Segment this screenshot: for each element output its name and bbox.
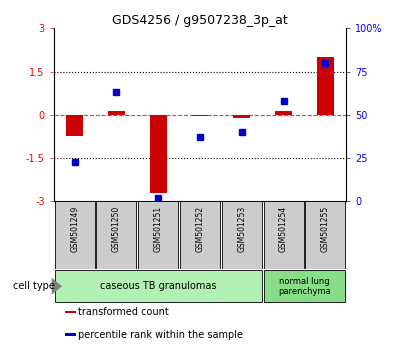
Bar xyxy=(65,333,76,336)
Bar xyxy=(317,57,334,115)
Text: GSM501254: GSM501254 xyxy=(279,206,288,252)
Text: GSM501255: GSM501255 xyxy=(321,206,330,252)
Bar xyxy=(191,115,208,116)
Text: cell type: cell type xyxy=(13,281,55,291)
Text: GSM501251: GSM501251 xyxy=(154,206,163,252)
Bar xyxy=(180,201,220,269)
Title: GDS4256 / g9507238_3p_at: GDS4256 / g9507238_3p_at xyxy=(112,14,288,27)
Text: normal lung
parenchyma: normal lung parenchyma xyxy=(278,276,331,296)
Bar xyxy=(222,201,262,269)
Bar xyxy=(108,112,125,115)
Text: GSM501253: GSM501253 xyxy=(237,206,246,252)
Bar xyxy=(55,201,95,269)
Polygon shape xyxy=(52,278,62,295)
Bar xyxy=(138,201,178,269)
Text: percentile rank within the sample: percentile rank within the sample xyxy=(78,330,243,339)
Bar xyxy=(65,311,76,313)
Bar xyxy=(55,270,262,302)
Text: GSM501252: GSM501252 xyxy=(195,206,205,252)
Bar xyxy=(96,201,137,269)
Bar xyxy=(305,201,345,269)
Text: GSM501249: GSM501249 xyxy=(70,206,79,252)
Text: transformed count: transformed count xyxy=(78,307,168,317)
Bar xyxy=(263,201,304,269)
Bar xyxy=(263,270,345,302)
Bar xyxy=(66,115,83,136)
Bar xyxy=(275,111,292,115)
Text: caseous TB granulomas: caseous TB granulomas xyxy=(100,281,217,291)
Bar xyxy=(233,115,250,118)
Text: GSM501250: GSM501250 xyxy=(112,206,121,252)
Bar xyxy=(150,115,166,193)
